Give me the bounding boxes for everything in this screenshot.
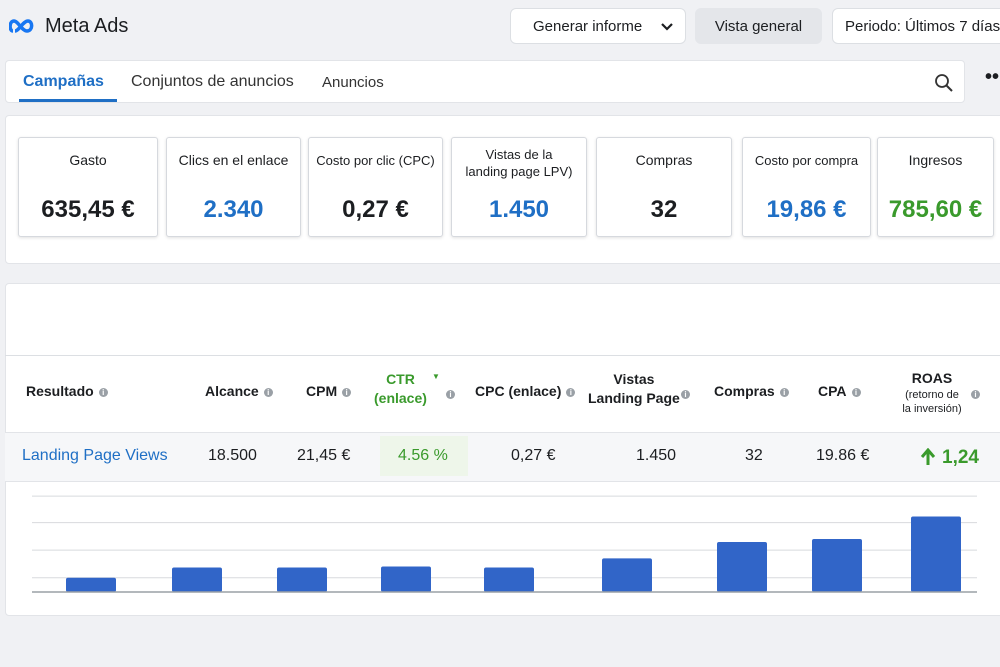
cell: 32 (745, 447, 763, 464)
kpi-value: 19,86 € (766, 196, 847, 223)
kpi-card: Ingresos 785,60 € (877, 137, 994, 237)
kpi-value: 1.450 (488, 196, 550, 223)
kpi-label: Costo por clic (CPC) (316, 153, 435, 168)
button-label: Generar informe (533, 17, 643, 35)
period-button[interactable]: Periodo: Últimos 7 días (832, 8, 1000, 44)
kpi-label: Ingresos (908, 152, 963, 168)
kpi-label: Costo por compra (754, 153, 859, 168)
column-header: Compras i (714, 382, 789, 401)
kpi-card: Costo por compra 19,86 € (742, 137, 871, 237)
logo (9, 19, 34, 33)
tab-active[interactable]: Campañas (23, 73, 104, 90)
table-row (5, 432, 1000, 482)
cell: 1.450 (636, 447, 677, 464)
tab-bar: Campañas Conjuntos de anuncios Anuncios (5, 60, 965, 103)
kpi-label: Compras (635, 152, 693, 168)
bar (277, 567, 327, 592)
kpi-value: 635,45 € (41, 196, 135, 223)
kpi-card: Compras 32 (596, 137, 732, 237)
kpi-label: Gasto (69, 152, 107, 168)
highlight-cell (380, 436, 468, 476)
column-header: Alcance i (205, 382, 273, 401)
cell: 19.86 € (816, 447, 870, 464)
bar (381, 566, 431, 592)
up-arrow (920, 448, 936, 465)
cell: 21,45 € (297, 447, 351, 464)
bar (66, 577, 116, 592)
bar (484, 567, 534, 592)
tab[interactable]: Anuncios (322, 74, 384, 91)
sort-icon: ▼ (432, 372, 440, 381)
column-header: ROAS (retorno de la inversión) (896, 369, 968, 416)
column-header: Resultado i (26, 382, 108, 401)
tab-underline (19, 99, 117, 102)
kpi-card: Clics en el enlace 2.340 (166, 137, 301, 237)
kpi-label: Vistas de la landing page LPV) (465, 147, 573, 179)
overview-button[interactable]: Vista general (695, 8, 822, 44)
bar (812, 538, 862, 592)
header-text: Compras (714, 383, 775, 399)
header-text: Resultado (26, 383, 94, 399)
kpi-card: Vistas de la landing page LPV) 1.450 (451, 137, 587, 237)
kpi-card: Costo por clic (CPC) 0,27 € (308, 137, 443, 237)
header-text: Alcance (205, 383, 259, 399)
column-header: Vistas Landing Page (588, 370, 680, 408)
info-icon: i (971, 390, 980, 400)
bar (911, 516, 961, 592)
header-text: CPC (enlace) (475, 383, 562, 399)
info-icon: i (681, 390, 690, 400)
column-header: CPM i (306, 382, 352, 401)
cell: 0,27 € (511, 447, 556, 464)
tab[interactable]: Conjuntos de anuncios (131, 73, 294, 90)
kpi-card: Gasto 635,45 € (18, 137, 158, 237)
info-icon: i (446, 390, 455, 400)
header-text: ROAS (911, 370, 953, 386)
cell: 18.500 (208, 447, 257, 464)
cell-link[interactable]: Landing Page Views (22, 447, 168, 464)
header-text: CTR (enlace) (374, 371, 427, 406)
chevron (661, 23, 673, 31)
column-header: CPC (enlace) i (475, 382, 576, 401)
chart (32, 495, 977, 593)
kpi-value: 2.340 (203, 196, 264, 223)
header-note: (retorno de la inversión) (902, 389, 962, 415)
kpi-value: 32 (650, 196, 678, 223)
header-text: CPM (306, 383, 338, 399)
report-button[interactable]: Generar informe (510, 8, 686, 44)
bar (172, 567, 222, 592)
more-icon[interactable]: •• (985, 66, 1000, 88)
cell: 1,24 (942, 447, 979, 468)
app-title: Meta Ads (45, 15, 129, 37)
bar (717, 542, 767, 592)
kpi-label: Clics en el enlace (178, 152, 289, 168)
header-text: CPA (818, 383, 847, 399)
kpi-value: 0,27 € (342, 196, 409, 223)
kpi-value: 785,60 € (888, 196, 983, 223)
header-text: Vistas Landing Page (588, 371, 680, 406)
search-icon[interactable] (934, 73, 954, 93)
cell: 4.56 % (398, 447, 448, 464)
divider (5, 355, 1000, 356)
column-header: CPA i (818, 382, 861, 401)
bar (602, 558, 652, 592)
column-header[interactable]: CTR (enlace) (374, 370, 427, 408)
